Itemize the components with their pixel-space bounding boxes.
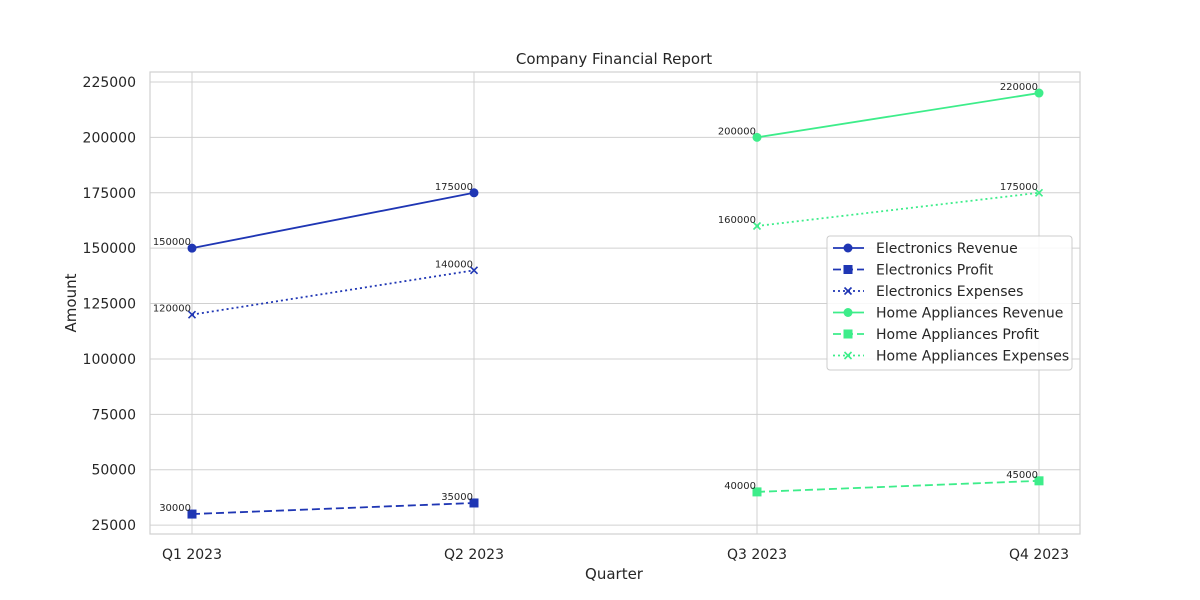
grid-lines	[150, 72, 1080, 534]
y-tick-label: 150000	[83, 241, 136, 257]
x-tick-label: Q2 2023	[444, 547, 504, 563]
legend-marker	[843, 351, 853, 360]
series-electronics-revenue	[187, 188, 479, 253]
legend-entry: Electronics Revenue	[833, 241, 1018, 257]
data-point	[1034, 188, 1044, 197]
y-tick-label: 200000	[83, 130, 136, 146]
legend-entry: Electronics Profit	[833, 263, 994, 279]
data-label: 175000	[1000, 182, 1038, 193]
y-tick-label: 125000	[83, 297, 136, 313]
legend-label: Electronics Expenses	[876, 284, 1023, 300]
data-labels-layer: 150000 175000 30000 35000 120000 140000 200000…	[153, 82, 1038, 514]
data-point	[187, 243, 197, 253]
data-point	[752, 487, 762, 497]
legend: Electronics Revenue Electronics Profit Ele…	[826, 235, 1073, 371]
series-line	[191, 191, 475, 250]
legend-entry: Home Appliances Profit	[833, 327, 1039, 343]
data-label: 30000	[159, 503, 191, 514]
chart-title: Company Financial Report	[516, 50, 712, 68]
data-point	[187, 310, 197, 319]
series-layer	[187, 88, 1044, 519]
legend-marker	[843, 308, 853, 317]
data-point	[1034, 88, 1044, 98]
y-axis-label: Amount	[62, 273, 80, 332]
series-line	[756, 92, 1040, 139]
data-point	[469, 188, 479, 198]
data-point	[469, 266, 479, 275]
x-tick-label: Q4 2023	[1009, 547, 1069, 563]
data-point	[187, 509, 197, 519]
y-tick-label: 175000	[83, 186, 136, 202]
legend-marker	[843, 243, 853, 253]
legend-label: Home Appliances Revenue	[876, 306, 1063, 322]
legend-marker	[843, 286, 853, 296]
x-tick-labels: Q1 2023 Q2 2023 Q3 2023 Q4 2023	[162, 547, 1069, 563]
legend-entry: Home Appliances Expenses	[833, 349, 1069, 365]
series-line	[191, 502, 475, 515]
legend-marker	[843, 329, 853, 339]
data-label: 35000	[441, 492, 473, 503]
legend-entry: Home Appliances Revenue	[833, 306, 1063, 322]
x-tick-label: Q3 2023	[727, 547, 787, 563]
y-tick-label: 225000	[83, 75, 136, 91]
series-home-appliances-expenses	[752, 188, 1044, 231]
y-tick-label: 75000	[91, 407, 136, 423]
data-point	[1034, 476, 1044, 486]
legend-label: Electronics Revenue	[876, 241, 1018, 257]
y-tick-labels: 25000 50000 75000 100000 125000 150000 175000 2…	[83, 75, 136, 534]
data-label: 160000	[718, 215, 756, 226]
legend-label: Home Appliances Expenses	[876, 349, 1069, 365]
data-point	[752, 221, 762, 231]
data-label: 200000	[718, 126, 756, 137]
series-line	[756, 479, 1040, 493]
legend-marker	[843, 265, 853, 274]
legend-label: Home Appliances Profit	[876, 327, 1039, 343]
y-tick-label: 50000	[91, 463, 136, 479]
series-line	[756, 191, 1040, 227]
data-label: 220000	[1000, 82, 1038, 93]
data-point	[469, 498, 479, 508]
plot-frame	[149, 71, 1081, 535]
legend-entry: Electronics Expenses	[833, 284, 1023, 300]
data-label: 140000	[435, 259, 473, 270]
legend-box	[826, 235, 1073, 371]
series-home-appliances-profit	[752, 476, 1044, 497]
series-electronics-profit	[187, 498, 479, 519]
y-tick-label: 25000	[91, 518, 136, 534]
data-label: 120000	[153, 304, 191, 315]
data-point	[752, 132, 762, 142]
data-label: 45000	[1006, 470, 1038, 481]
data-label: 175000	[435, 182, 473, 193]
series-electronics-expenses	[187, 266, 479, 319]
series-home-appliances-revenue	[752, 88, 1044, 142]
legend-label: Electronics Profit	[876, 263, 994, 279]
x-tick-label: Q1 2023	[162, 547, 222, 563]
data-label: 150000	[153, 237, 191, 248]
data-label: 40000	[724, 481, 756, 492]
x-axis-label: Quarter	[585, 565, 644, 583]
y-tick-label: 100000	[83, 352, 136, 368]
